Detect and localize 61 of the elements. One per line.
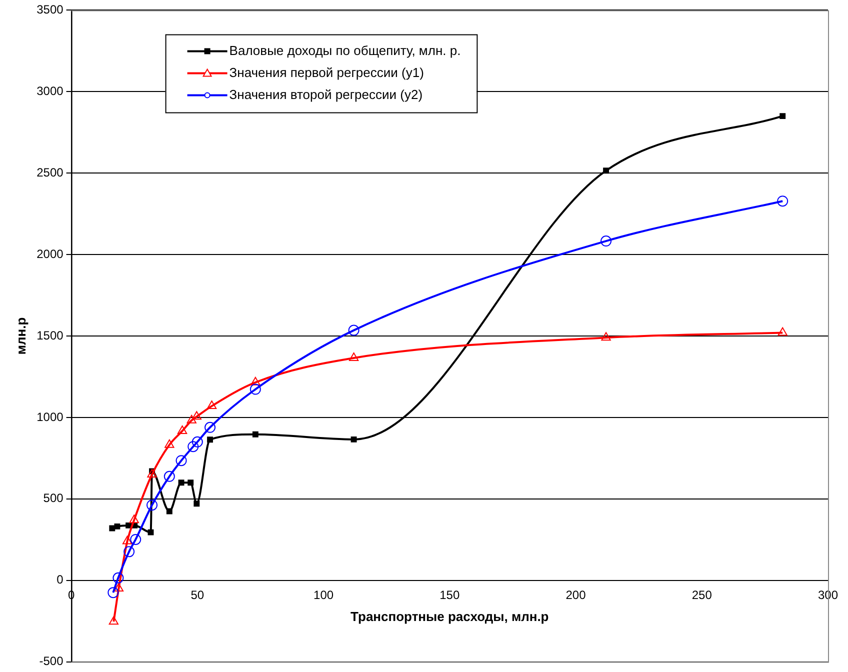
point xyxy=(777,196,788,207)
legend-label: Значения первой регрессии (y1) xyxy=(229,64,424,80)
point xyxy=(122,536,132,544)
point xyxy=(204,422,216,433)
point xyxy=(603,168,610,174)
point xyxy=(350,436,357,442)
y-tick-label: 2500 xyxy=(36,165,64,180)
point xyxy=(348,324,360,336)
point xyxy=(600,236,612,247)
x-tick-label: 150 xyxy=(440,588,460,602)
legend-label: Значения второй регрессии (y2) xyxy=(229,86,423,102)
x-tick-label: 250 xyxy=(692,588,712,602)
y-tick-label: -500 xyxy=(39,654,64,668)
point xyxy=(166,508,172,514)
point xyxy=(207,436,213,443)
point xyxy=(348,352,359,361)
point xyxy=(780,113,786,120)
point xyxy=(108,616,118,625)
x-tick-label: 200 xyxy=(566,588,586,602)
point xyxy=(194,500,200,507)
y-tick-label: 2000 xyxy=(36,246,64,261)
point xyxy=(186,414,196,424)
point xyxy=(114,523,120,530)
x-tick-label: 300 xyxy=(818,588,838,602)
point xyxy=(109,525,116,532)
point xyxy=(124,546,135,558)
x-axis-title: Транспортные расходы, млн.р xyxy=(350,609,549,624)
point xyxy=(177,425,188,434)
legend-label: Валовые доходы по общепиту, млн. р. xyxy=(229,42,461,58)
point xyxy=(178,480,184,486)
y-tick-label: 3500 xyxy=(36,2,64,17)
point xyxy=(164,439,174,448)
point xyxy=(250,376,260,386)
y-tick-label: 1500 xyxy=(36,328,64,342)
point xyxy=(126,522,132,528)
x-tick-label: 100 xyxy=(314,588,334,602)
point xyxy=(112,572,124,584)
point xyxy=(114,582,124,592)
y-tick-label: 3000 xyxy=(36,84,64,98)
point xyxy=(146,500,158,511)
point xyxy=(176,455,187,466)
point xyxy=(108,587,119,598)
point xyxy=(188,480,194,486)
y-tick-label: 500 xyxy=(43,491,64,506)
point xyxy=(192,436,203,448)
point xyxy=(188,441,199,452)
y-axis-title: млн.р xyxy=(13,317,28,355)
point xyxy=(192,411,202,420)
point xyxy=(250,384,261,395)
point xyxy=(252,431,258,438)
point xyxy=(129,514,139,524)
x-tick-label: 50 xyxy=(190,588,204,602)
y-tick-label: 1000 xyxy=(36,410,64,424)
point xyxy=(148,529,154,536)
y-tick-label: 0 xyxy=(56,572,64,587)
point xyxy=(147,468,157,478)
point xyxy=(130,534,142,545)
point xyxy=(206,400,217,410)
point xyxy=(164,470,175,482)
point xyxy=(778,327,788,336)
point xyxy=(601,332,611,341)
